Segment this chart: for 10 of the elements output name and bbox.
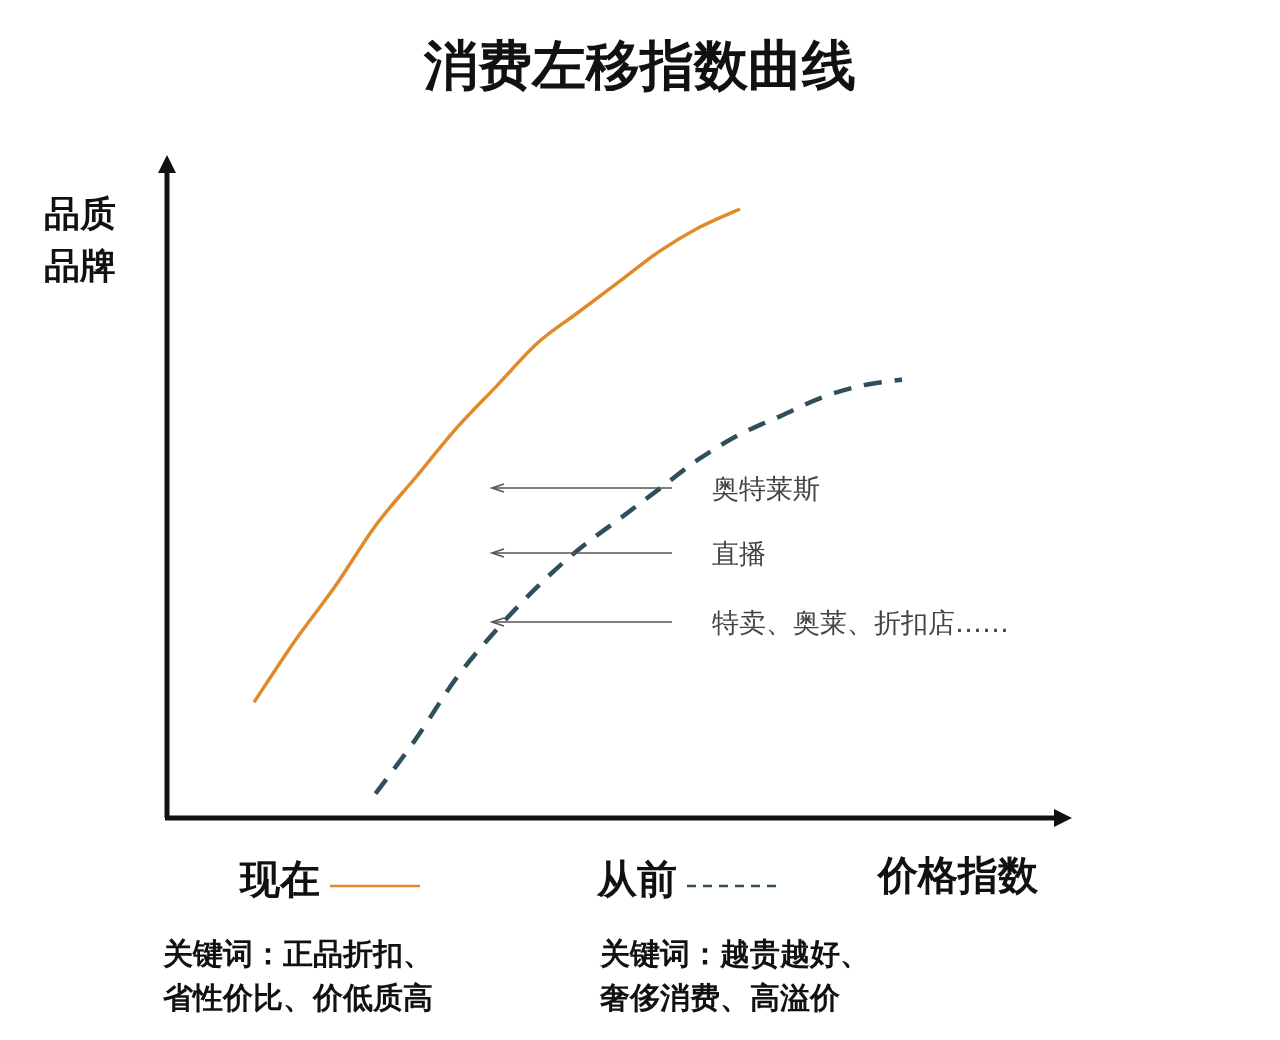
chart-title: 消费左移指数曲线 [423,33,857,99]
x-axis-title: 价格指数 [878,851,1038,900]
text: 关键词：越贵越好、奢侈消费、高溢价 [600,935,871,1017]
y-axis-title: 品质品牌 [44,192,117,289]
text: 关键词：正品折扣、省性价比、价低质高 [163,935,434,1017]
annotation: 奥特莱斯 [712,472,820,506]
legend-label: 从前 [597,855,677,904]
annotation: 直播 [712,537,766,571]
legend-label: 现在 [240,855,320,904]
annotation: 特卖、奥莱、折扣店…… [712,606,1009,640]
